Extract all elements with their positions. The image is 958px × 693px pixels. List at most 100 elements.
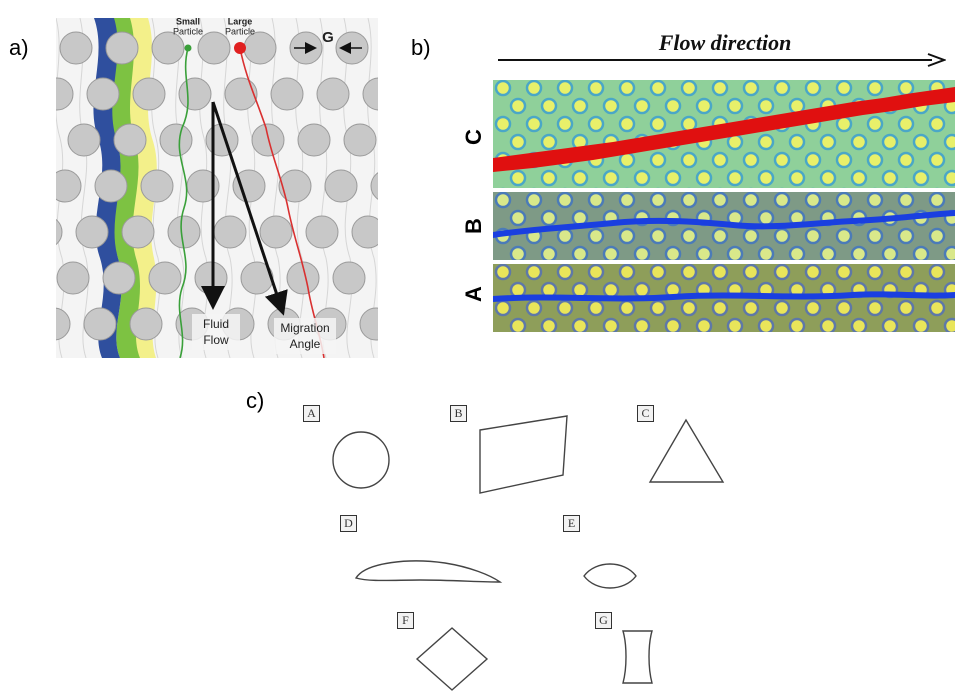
post bbox=[649, 299, 667, 317]
migration-angle-label-1: Migration bbox=[280, 321, 329, 335]
post bbox=[804, 227, 822, 245]
post bbox=[494, 192, 512, 209]
pillar bbox=[305, 215, 339, 249]
small-particle-label-1: Small bbox=[176, 18, 200, 26]
post bbox=[928, 299, 946, 317]
post bbox=[835, 227, 853, 245]
post bbox=[881, 317, 899, 332]
migration-angle-label-2: Angle bbox=[290, 337, 321, 351]
post bbox=[571, 97, 589, 115]
pillar bbox=[270, 77, 304, 111]
post bbox=[742, 227, 760, 245]
post bbox=[711, 80, 729, 97]
post bbox=[742, 192, 760, 209]
post bbox=[602, 281, 620, 299]
post bbox=[742, 299, 760, 317]
pillar bbox=[56, 307, 71, 341]
post bbox=[897, 80, 915, 97]
post bbox=[618, 192, 636, 209]
post bbox=[912, 133, 930, 151]
fluid-flow-label-2: Flow bbox=[203, 333, 229, 347]
pillar bbox=[332, 261, 366, 295]
pillar bbox=[259, 215, 293, 249]
post bbox=[649, 151, 667, 169]
post bbox=[649, 80, 667, 97]
post bbox=[540, 317, 558, 332]
post bbox=[912, 169, 930, 187]
shape-e-lens bbox=[583, 563, 637, 589]
post bbox=[633, 97, 651, 115]
post bbox=[773, 227, 791, 245]
post bbox=[587, 264, 605, 281]
panel-b-label: b) bbox=[411, 35, 431, 60]
gap-label: G bbox=[322, 29, 334, 46]
pillar bbox=[343, 123, 377, 157]
post bbox=[804, 192, 822, 209]
post bbox=[850, 317, 868, 332]
post bbox=[850, 169, 868, 187]
post bbox=[711, 192, 729, 209]
post bbox=[726, 169, 744, 187]
post bbox=[509, 317, 527, 332]
post bbox=[664, 169, 682, 187]
large-particle-label-1: Large bbox=[228, 18, 253, 26]
post bbox=[726, 97, 744, 115]
post bbox=[850, 245, 868, 260]
post bbox=[835, 299, 853, 317]
post bbox=[494, 299, 512, 317]
post bbox=[835, 80, 853, 97]
post bbox=[866, 151, 884, 169]
post bbox=[571, 169, 589, 187]
post bbox=[881, 133, 899, 151]
flow-direction-arrow bbox=[498, 53, 946, 67]
streamline bbox=[79, 18, 89, 358]
post bbox=[494, 115, 512, 133]
pillar bbox=[240, 261, 274, 295]
post bbox=[649, 264, 667, 281]
shape-e-tag: E bbox=[563, 515, 580, 532]
post bbox=[509, 169, 527, 187]
post bbox=[571, 245, 589, 260]
post bbox=[788, 245, 806, 260]
pillar bbox=[243, 31, 277, 65]
post bbox=[788, 133, 806, 151]
post bbox=[680, 192, 698, 209]
post bbox=[897, 299, 915, 317]
pillar bbox=[194, 261, 228, 295]
post bbox=[494, 80, 512, 97]
post bbox=[618, 227, 636, 245]
pillar bbox=[286, 261, 320, 295]
post bbox=[587, 192, 605, 209]
post bbox=[866, 192, 884, 209]
post bbox=[912, 245, 930, 260]
pillar bbox=[75, 215, 109, 249]
panel-b-strips bbox=[493, 80, 955, 332]
post bbox=[866, 299, 884, 317]
post bbox=[757, 209, 775, 227]
post bbox=[556, 227, 574, 245]
strip-label-c: C bbox=[460, 129, 486, 145]
post bbox=[866, 80, 884, 97]
pillar bbox=[324, 169, 358, 203]
post bbox=[540, 209, 558, 227]
shape-c-triangle bbox=[648, 418, 725, 483]
post bbox=[587, 115, 605, 133]
post bbox=[897, 151, 915, 169]
strip-a-trace bbox=[493, 291, 955, 302]
pillar bbox=[362, 77, 378, 111]
post bbox=[494, 264, 512, 281]
pillar bbox=[94, 169, 128, 203]
post bbox=[618, 80, 636, 97]
pillar bbox=[278, 169, 312, 203]
streamline bbox=[223, 18, 233, 358]
pillar bbox=[224, 77, 258, 111]
panel-c-label: c) bbox=[246, 388, 265, 413]
post bbox=[726, 317, 744, 332]
post bbox=[866, 264, 884, 281]
post bbox=[788, 169, 806, 187]
post bbox=[540, 245, 558, 260]
panel-a-label: a) bbox=[9, 35, 29, 60]
shape-c-tag: C bbox=[637, 405, 654, 422]
post bbox=[525, 80, 543, 97]
post bbox=[835, 264, 853, 281]
